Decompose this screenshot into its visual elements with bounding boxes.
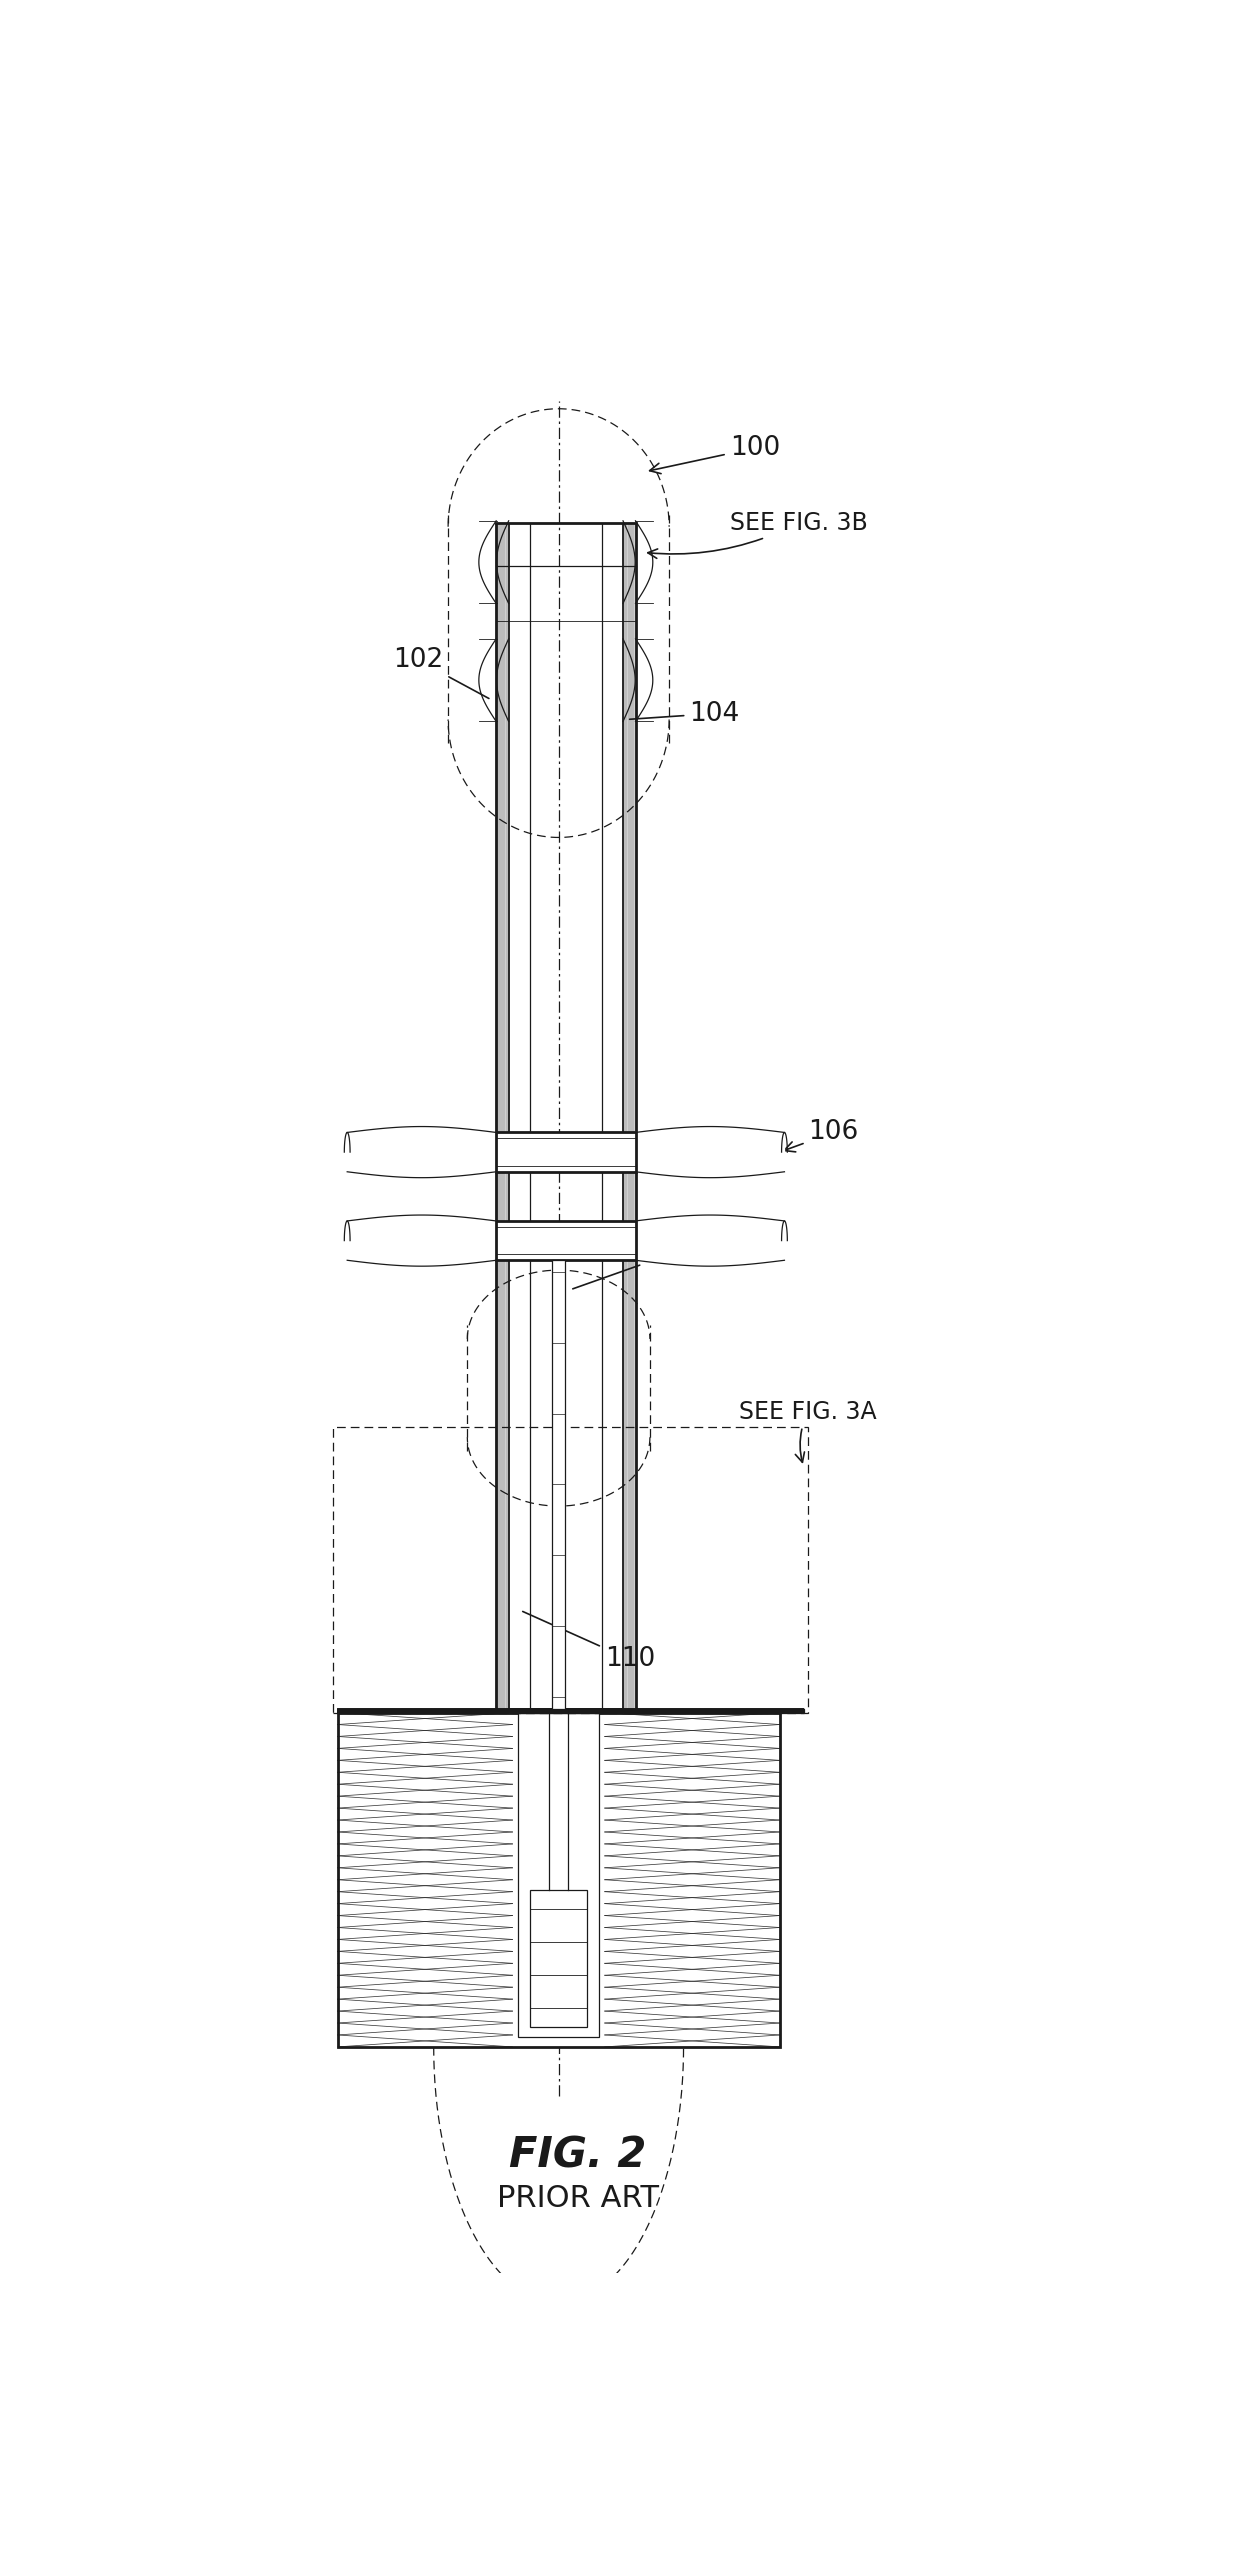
FancyBboxPatch shape bbox=[496, 1131, 635, 1172]
Polygon shape bbox=[347, 1216, 496, 1267]
FancyBboxPatch shape bbox=[337, 1709, 508, 1714]
Bar bbox=[332, 1428, 808, 1714]
Text: FIG. 2: FIG. 2 bbox=[510, 2135, 646, 2176]
Text: 108: 108 bbox=[573, 1241, 696, 1290]
FancyBboxPatch shape bbox=[552, 1259, 565, 1709]
Text: 106: 106 bbox=[784, 1119, 859, 1152]
Text: 110: 110 bbox=[523, 1612, 655, 1673]
Polygon shape bbox=[635, 1126, 785, 1177]
Polygon shape bbox=[635, 1216, 785, 1267]
FancyBboxPatch shape bbox=[508, 1709, 622, 1714]
Text: PRIOR ART: PRIOR ART bbox=[497, 2184, 658, 2212]
FancyBboxPatch shape bbox=[518, 1714, 599, 2038]
Text: SEE FIG. 3B: SEE FIG. 3B bbox=[647, 511, 868, 559]
Text: 102: 102 bbox=[393, 649, 489, 697]
FancyBboxPatch shape bbox=[496, 1221, 635, 1259]
Text: 100: 100 bbox=[650, 434, 780, 472]
Text: SEE FIG. 3A: SEE FIG. 3A bbox=[739, 1400, 877, 1463]
FancyBboxPatch shape bbox=[337, 1714, 780, 2046]
FancyBboxPatch shape bbox=[529, 1890, 588, 2028]
Polygon shape bbox=[347, 1126, 496, 1177]
Text: 104: 104 bbox=[630, 700, 739, 725]
FancyBboxPatch shape bbox=[622, 1709, 804, 1714]
